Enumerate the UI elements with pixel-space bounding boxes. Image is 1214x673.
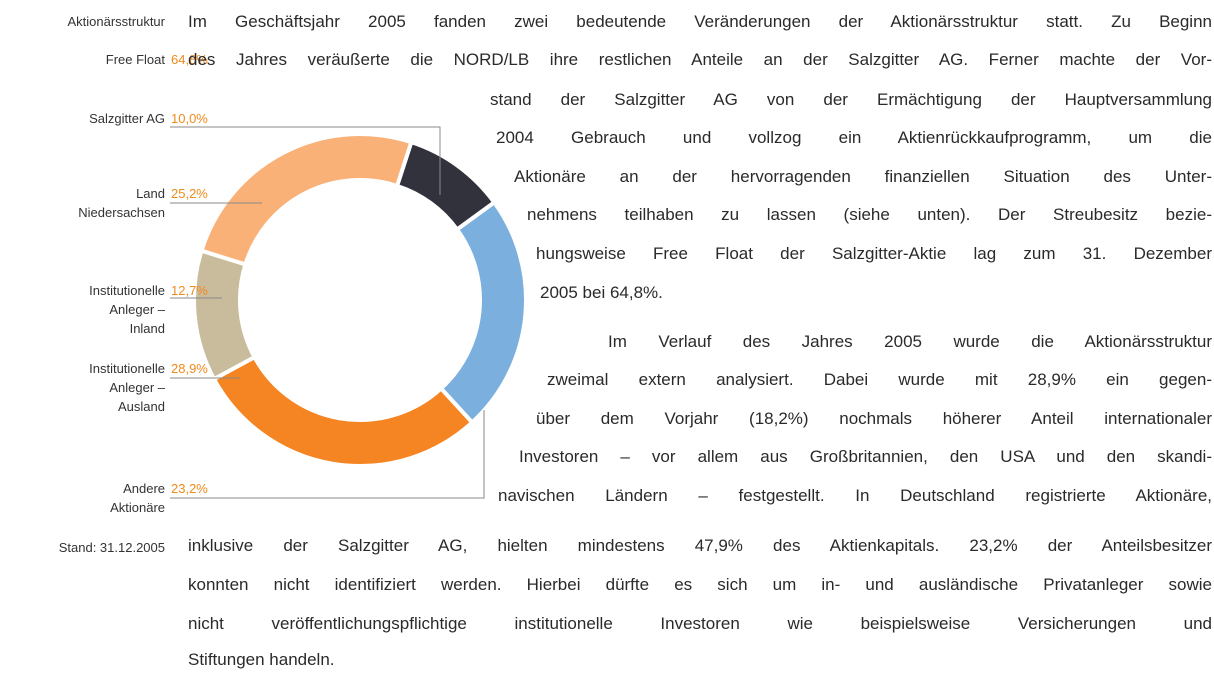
chart-note: Stand: 31.12.2005 [58,540,165,555]
summary-label: Free Float [105,52,165,67]
text-line: Im Geschäftsjahr 2005 fanden zwei bedeut… [188,12,1212,31]
donut-segment [211,354,475,468]
text-line: zweimal extern analysiert. Dabei wurde m… [547,370,1212,389]
text-line: des Jahres veräußerte die NORD/LB ihre r… [188,50,1212,69]
value-label: 28,9% [171,361,208,376]
text-line: nicht veröffentlichungspflichtige instit… [188,614,1212,633]
legend-label: Salzgitter AG [89,111,165,126]
text-line: navischen Ländern – festgestellt. In Deu… [498,486,1212,505]
donut-segment [438,199,528,426]
text-line: 2005 bei 64,8%. [540,283,663,302]
text-line: Im Verlauf des Jahres 2005 wurde die Akt… [608,332,1212,351]
leader-line [170,126,441,195]
text-line: 2004 Gebrauch und vollzog ein Aktienrück… [496,128,1212,147]
legend-label: Institutionelle Anleger – Inland [89,283,165,336]
text-line: Aktionäre an der hervorragenden finanzie… [514,167,1212,186]
text-line: Stiftungen handeln. [188,650,335,669]
summary-value: 64,8% [171,52,208,67]
legend-label: Land Niedersachsen [78,186,165,220]
value-label: 25,2% [171,186,208,201]
text-line: nehmens teilhaben zu lassen (siehe unten… [527,205,1212,224]
legend-label: Institutionelle Anleger – Ausland [89,361,165,414]
text-line: über dem Vorjahr (18,2%) nochmals höhere… [536,409,1212,428]
text-line: inklusive der Salzgitter AG, hielten min… [188,536,1212,555]
text-line: stand der Salzgitter AG von der Ermächti… [490,90,1212,109]
text-line: Investoren – vor allem aus Großbritannie… [519,447,1212,466]
value-label: 10,0% [171,111,208,126]
leader-line [170,410,485,499]
value-label: 23,2% [171,481,208,496]
chart-title: Aktionärsstruktur [67,14,165,29]
donut-segment [198,132,414,267]
legend-label: Andere Aktionäre [110,481,165,515]
value-label: 12,7% [171,283,208,298]
text-line: konnten nicht identifiziert werden. Hier… [188,575,1212,594]
text-line: hungsweise Free Float der Salzgitter-Akt… [536,244,1212,263]
